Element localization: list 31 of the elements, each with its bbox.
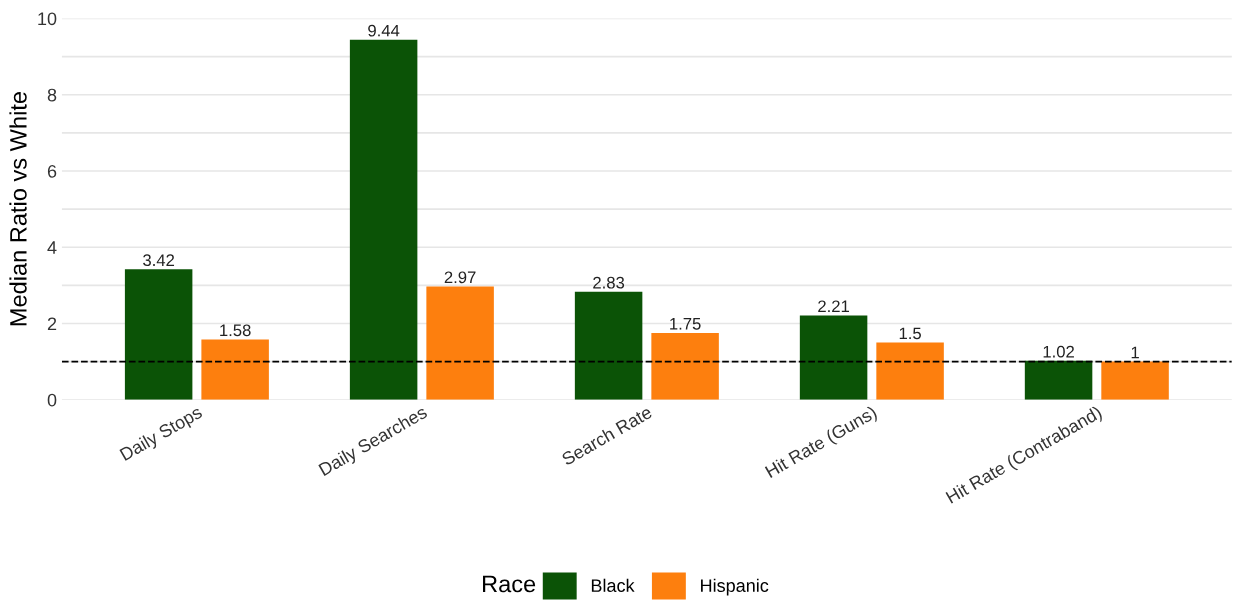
legend-title: Race [483, 575, 536, 593]
y-tick-label: 2 [47, 317, 57, 331]
data-label: 1.5 [899, 327, 921, 340]
data-label: 3.42 [143, 254, 175, 267]
bar [574, 291, 643, 400]
data-label: 1.75 [670, 318, 701, 330]
data-label: 1.02 [1043, 345, 1074, 358]
y-tick-label: 10 [38, 12, 57, 26]
y-tick-label: 4 [47, 241, 57, 254]
data-label: 2.21 [818, 300, 849, 313]
data-label: 2.83 [593, 276, 625, 289]
data-label: 2.97 [444, 271, 476, 284]
x-tick-label: Daily Stops [119, 404, 205, 465]
data-label: 1 [1131, 346, 1139, 359]
bar [876, 342, 944, 400]
data-label: 9.44 [368, 24, 400, 37]
bar [799, 315, 868, 400]
y-tick-label: 8 [47, 88, 57, 102]
bar [124, 269, 193, 400]
legend-label: Black [591, 578, 635, 592]
y-tick-label: 6 [47, 164, 57, 178]
bar [651, 333, 719, 400]
bar [201, 339, 269, 400]
legend-label: Hispanic [701, 578, 769, 596]
bar [1101, 361, 1169, 400]
y-axis-title: Median Ratio vs White [9, 92, 27, 326]
bar [349, 39, 418, 400]
bar [426, 286, 494, 400]
data-label: 1.58 [220, 324, 251, 337]
y-tick-label: 0 [47, 393, 57, 407]
bar [1024, 360, 1093, 400]
